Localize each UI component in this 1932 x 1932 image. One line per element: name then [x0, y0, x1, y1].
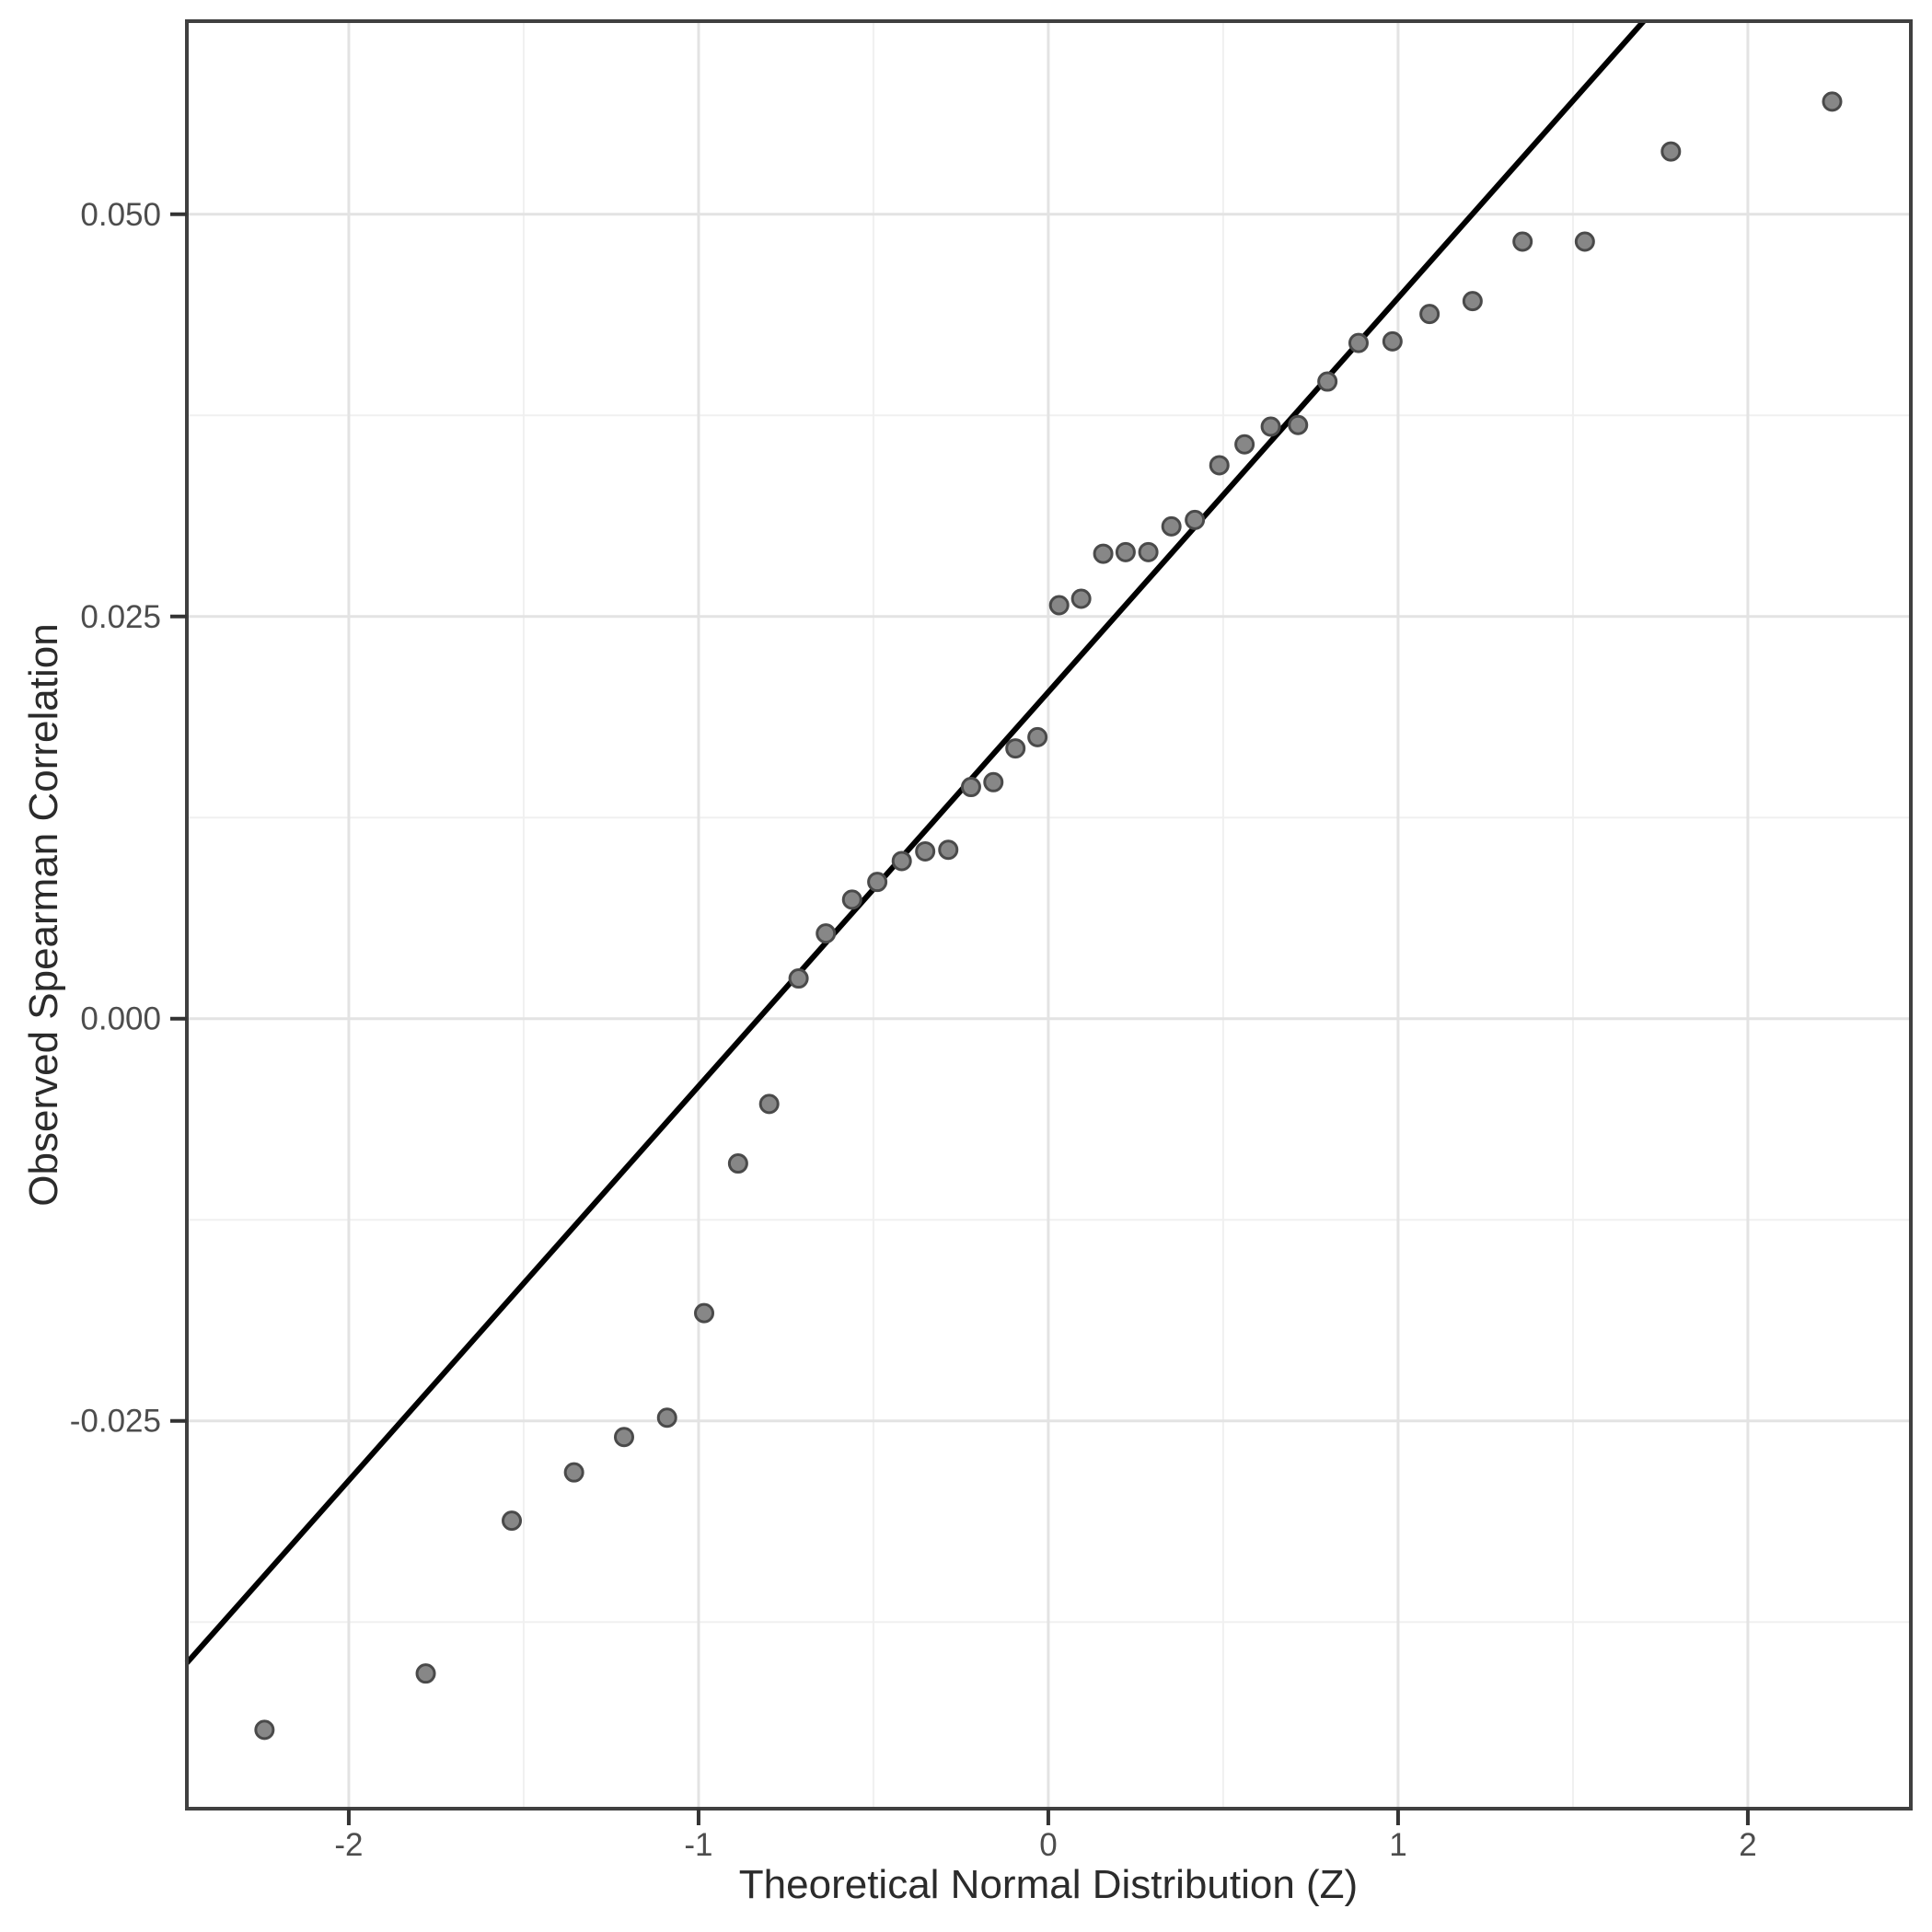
data-point — [788, 968, 809, 989]
data-point — [656, 1407, 677, 1429]
data-point — [1348, 332, 1369, 353]
data-point — [1260, 416, 1281, 437]
data-point — [1138, 541, 1159, 562]
y-axis-tick-marks — [170, 212, 187, 1423]
data-point — [1161, 515, 1182, 537]
data-point — [1005, 738, 1026, 759]
data-point — [613, 1427, 634, 1448]
y-tick-label: -0.025 — [70, 1404, 161, 1440]
data-point — [1288, 414, 1309, 435]
qq-reference-line — [184, 19, 1646, 1665]
x-tick-label: 1 — [1389, 1827, 1406, 1863]
y-axis-title: Observed Spearman Correlation — [21, 623, 66, 1206]
x-tick-label: -2 — [334, 1827, 363, 1863]
data-point — [1185, 509, 1206, 530]
y-axis-tick-labels: -0.025 0.000 0.025 0.050 — [70, 197, 161, 1440]
reference-line — [184, 19, 1646, 1665]
data-points — [254, 91, 1843, 1741]
x-tick-label: -1 — [684, 1827, 712, 1863]
x-tick-label: 2 — [1739, 1827, 1756, 1863]
data-point — [415, 1663, 436, 1684]
data-point — [1822, 91, 1843, 112]
x-axis-tick-marks — [346, 1809, 1750, 1825]
data-point — [1462, 291, 1483, 312]
data-point — [1115, 541, 1136, 562]
data-point — [915, 840, 936, 862]
x-axis-title: Theoretical Normal Distribution (Z) — [739, 1862, 1358, 1907]
y-tick-label: 0.000 — [80, 1001, 161, 1037]
data-point — [960, 777, 981, 798]
data-point — [727, 1153, 748, 1174]
data-point — [254, 1719, 275, 1741]
data-point — [1574, 231, 1595, 252]
data-point — [867, 872, 888, 893]
data-point — [841, 889, 862, 910]
y-tick-label: 0.050 — [80, 197, 161, 233]
data-point — [1048, 595, 1070, 616]
data-point — [1027, 726, 1048, 747]
data-point — [1382, 330, 1403, 352]
data-point — [1419, 304, 1440, 325]
major-gridlines — [187, 21, 1911, 1809]
data-point — [1317, 371, 1338, 392]
data-point — [816, 923, 837, 944]
data-point — [563, 1462, 584, 1483]
data-point — [891, 850, 912, 872]
y-tick-label: 0.025 — [80, 599, 161, 635]
data-point — [1209, 455, 1230, 476]
data-point — [694, 1302, 715, 1324]
data-point — [758, 1093, 780, 1115]
data-point — [1660, 141, 1682, 162]
data-point — [983, 771, 1004, 792]
data-point — [1512, 231, 1533, 252]
x-tick-label: 0 — [1039, 1827, 1057, 1863]
x-axis-tick-labels: -2 -1 0 1 2 — [334, 1827, 1756, 1863]
data-point — [502, 1510, 523, 1532]
data-point — [938, 839, 959, 861]
data-point — [1070, 588, 1092, 609]
data-point — [1093, 543, 1114, 564]
data-point — [1234, 434, 1255, 455]
